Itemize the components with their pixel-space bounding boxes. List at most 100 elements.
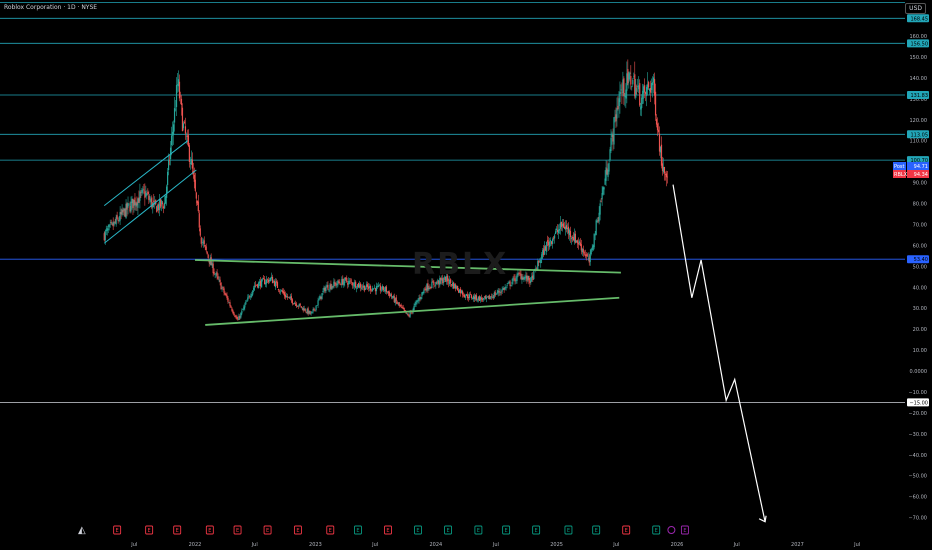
candle-body (341, 279, 343, 285)
candle-body (285, 296, 287, 298)
candle-body (470, 295, 473, 299)
candle-body (640, 106, 642, 110)
candle-body (476, 299, 479, 301)
candle-body (367, 286, 370, 289)
candle-body (568, 229, 571, 236)
candle-body (665, 173, 668, 178)
earnings-marker (326, 525, 335, 535)
candle-body (308, 310, 310, 314)
candle-body (136, 201, 138, 206)
candle-body (247, 297, 249, 301)
candle-body (376, 286, 379, 287)
candle-body (544, 245, 546, 255)
tradingview-logo-icon: ◭ (78, 525, 86, 536)
candle-body (379, 285, 382, 291)
candle-body (228, 302, 230, 304)
candle-body (265, 282, 267, 285)
candle-body (170, 135, 173, 145)
candle-body (416, 300, 418, 303)
candle-body (121, 209, 123, 215)
candle-body (291, 299, 293, 304)
candle-body (493, 292, 495, 299)
candle-body (458, 289, 461, 293)
candle-body (477, 296, 479, 300)
candle-body (311, 311, 313, 313)
candle-body (489, 296, 491, 300)
candle-body (509, 281, 511, 286)
candle-body (442, 278, 444, 284)
candle-body (464, 296, 467, 298)
candle-body (162, 202, 164, 205)
candle-body (354, 282, 356, 287)
candle-body (613, 117, 615, 145)
candle-body (377, 285, 380, 287)
candle-body (318, 298, 320, 300)
candle-body (426, 283, 428, 291)
candle-body (233, 312, 235, 316)
candle-body (639, 83, 641, 106)
candle-body (436, 282, 438, 284)
candle-body (143, 189, 145, 191)
candle-body (663, 166, 666, 174)
candle-body (562, 223, 565, 228)
candle-body (353, 285, 355, 287)
earnings-marker (113, 525, 122, 535)
candle-body (378, 285, 381, 287)
candle-body (450, 279, 452, 283)
candle-body (313, 308, 315, 310)
candle-body (147, 191, 149, 194)
candle-body (431, 281, 433, 289)
candle-body (307, 308, 309, 314)
candle-body (167, 171, 169, 186)
candle-body (645, 91, 647, 95)
candle-body (601, 193, 603, 200)
candle-body (457, 290, 460, 293)
candle-body (407, 314, 409, 316)
candle-body (526, 275, 528, 281)
candle-body (275, 281, 278, 283)
candle-body (580, 244, 582, 251)
candle-body (153, 200, 155, 203)
candle-body (641, 97, 643, 108)
candle-body (306, 309, 308, 313)
candle-body (252, 290, 254, 295)
candle-body (474, 294, 477, 300)
candle-body (460, 290, 463, 293)
candle-body (505, 286, 507, 288)
candle-body (399, 305, 401, 307)
y-tick-label: 110.00 (910, 139, 928, 145)
candle-body (179, 95, 182, 97)
candle-body (574, 233, 576, 243)
candle-body (610, 137, 612, 152)
candle-body (575, 240, 577, 242)
candle-body (604, 178, 606, 185)
candle-body (148, 195, 150, 200)
candle-body (557, 229, 560, 234)
candle-body (419, 297, 421, 299)
candle-body (260, 280, 262, 287)
candle-body (201, 241, 203, 243)
upper-channel-top (103, 140, 189, 206)
candle-body (224, 293, 226, 295)
candle-body (427, 283, 429, 290)
candle-body (261, 279, 263, 288)
candle-body (286, 296, 288, 298)
candle-body (437, 280, 439, 284)
candle-body (422, 291, 424, 294)
candle-body (487, 295, 489, 298)
candle-body (612, 134, 614, 142)
candle-body (369, 286, 372, 291)
level-badge-label: 131.83 (911, 93, 929, 99)
candle-body (619, 91, 621, 103)
candle-body (190, 158, 192, 165)
candle-body (396, 302, 398, 304)
candle-body (403, 307, 405, 311)
candle-body (463, 294, 466, 298)
candle-body (457, 285, 459, 291)
currency-button[interactable]: USD (905, 3, 926, 14)
candle-body (139, 191, 141, 201)
candle-body (435, 282, 437, 286)
candle-body (465, 293, 468, 296)
triangle-top (194, 259, 621, 274)
